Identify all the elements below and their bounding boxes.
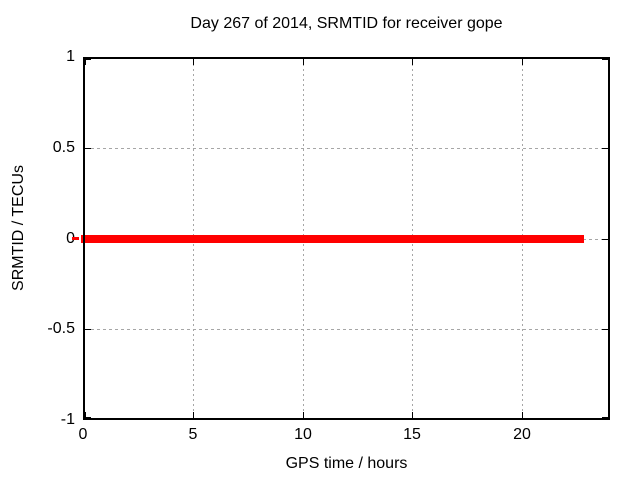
series-start-cap: [72, 237, 79, 240]
y-tick-label: -0.5: [47, 320, 75, 337]
series-srmtid-line: [81, 234, 584, 243]
y-tick-mark-right: [602, 329, 608, 330]
x-tick-mark-top: [303, 59, 304, 65]
x-tick-mark-top: [412, 59, 413, 65]
chart-title: Day 267 of 2014, SRMTID for receiver gop…: [190, 15, 503, 32]
y-tick-label: 0.5: [52, 139, 75, 156]
x-tick-label: 0: [78, 426, 88, 443]
x-tick-mark-bottom: [193, 412, 194, 418]
x-tick-mark-top: [85, 59, 86, 65]
x-tick-mark-bottom: [412, 412, 413, 418]
y-tick-label: -1: [60, 411, 75, 428]
y-tick-mark-right: [602, 148, 608, 149]
y-tick-mark-left: [85, 148, 91, 149]
y-tick-mark-right: [602, 239, 608, 240]
x-tick-mark-top: [193, 59, 194, 65]
x-tick-mark-top: [522, 59, 523, 65]
horizontal-gridline: [85, 329, 608, 330]
y-axis-label: SRMTID / TECUs: [10, 165, 27, 291]
x-tick-mark-bottom: [303, 412, 304, 418]
horizontal-gridline: [85, 148, 608, 149]
y-tick-mark-right: [602, 417, 608, 418]
y-tick-label: 1: [66, 48, 75, 65]
x-tick-mark-bottom: [85, 412, 86, 418]
x-tick-label: 10: [294, 426, 312, 443]
x-tick-label: 15: [403, 426, 421, 443]
y-tick-mark-left: [85, 59, 91, 60]
x-tick-label: 20: [513, 426, 531, 443]
y-tick-mark-left: [85, 329, 91, 330]
x-axis-label: GPS time / hours: [285, 455, 408, 472]
y-tick-label: 0: [66, 230, 75, 247]
x-tick-label: 5: [188, 426, 198, 443]
y-tick-mark-left: [85, 417, 91, 418]
plot-border: [83, 57, 610, 420]
x-tick-mark-bottom: [522, 412, 523, 418]
y-tick-mark-right: [602, 59, 608, 60]
